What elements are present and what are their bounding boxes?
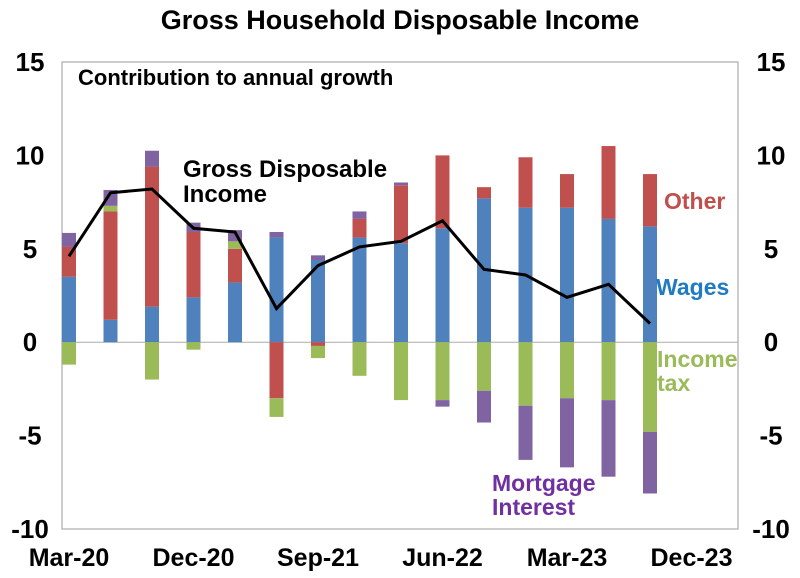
bar-segment-wages bbox=[228, 282, 242, 343]
bar-segment-income-tax bbox=[228, 241, 242, 249]
bar-segment-income-tax bbox=[601, 342, 616, 401]
y-tick-label-left: 10 bbox=[16, 140, 45, 170]
y-tick-label-left: -5 bbox=[18, 421, 41, 451]
bar-segment-income-tax bbox=[103, 205, 118, 212]
bar-segment-mortgage-interest bbox=[228, 230, 242, 242]
bar-segment-wages bbox=[435, 228, 450, 343]
series-label-mortgage-interest: Mortgage Interest bbox=[492, 470, 596, 521]
y-tick-label-right: -10 bbox=[752, 514, 790, 544]
x-tick-label: Jun-22 bbox=[402, 544, 483, 572]
bar-segment-other bbox=[352, 218, 367, 238]
y-tick-label-left: 0 bbox=[23, 327, 37, 357]
series-label-other: Other bbox=[664, 188, 726, 214]
bar-segment-other bbox=[186, 231, 201, 298]
y-tick-label-right: 15 bbox=[757, 47, 786, 77]
chart-annotation: Contribution to annual growth bbox=[78, 65, 394, 90]
bar-segment-other bbox=[518, 157, 533, 208]
bar-segment-wages bbox=[394, 243, 408, 343]
bar-segment-other bbox=[435, 155, 450, 229]
bar-segment-income-tax bbox=[311, 345, 325, 359]
series-label-income-tax: Income tax bbox=[657, 346, 738, 397]
bar-segment-mortgage-interest bbox=[311, 255, 325, 261]
bar-segment-mortgage-interest bbox=[269, 231, 284, 238]
bar-segment-mortgage-interest bbox=[394, 182, 408, 186]
bar-segment-other bbox=[311, 342, 325, 346]
bar-segment-wages bbox=[601, 218, 616, 343]
bar-segment-wages bbox=[269, 237, 284, 343]
bar-segment-income-tax bbox=[352, 342, 367, 376]
y-tick-label-left: 15 bbox=[16, 47, 45, 77]
bar-segment-wages bbox=[186, 297, 201, 343]
bar-segment-mortgage-interest bbox=[560, 398, 574, 468]
bar-segment-wages bbox=[62, 276, 76, 343]
bar-segment-mortgage-interest bbox=[477, 390, 491, 423]
bar-segment-wages bbox=[352, 237, 367, 343]
bar-segment-income-tax bbox=[186, 342, 201, 350]
gross-disposable-income-line bbox=[67, 187, 652, 325]
bar-segment-other bbox=[477, 187, 491, 199]
bar-segment-mortgage-interest bbox=[601, 400, 616, 477]
bar-segment-wages bbox=[643, 226, 657, 343]
bar-segment-other bbox=[269, 342, 284, 399]
bar-segment-mortgage-interest bbox=[145, 150, 159, 167]
bar-segment-mortgage-interest bbox=[518, 405, 533, 460]
bar-segment-wages bbox=[145, 306, 159, 343]
y-tick-label-left: -10 bbox=[11, 514, 49, 544]
bar-segment-income-tax bbox=[643, 342, 657, 432]
bar-segment-mortgage-interest bbox=[62, 232, 76, 247]
bar-segment-income-tax bbox=[62, 342, 76, 365]
y-tick-label-right: 5 bbox=[764, 234, 778, 264]
y-tick-label-right: -5 bbox=[759, 421, 782, 451]
chart-title: Gross Household Disposable Income bbox=[160, 5, 640, 35]
bar-segment-income-tax bbox=[394, 342, 408, 401]
x-tick-label: Dec-23 bbox=[651, 544, 733, 572]
x-tick-label: Mar-20 bbox=[29, 544, 110, 572]
bar-segment-mortgage-interest bbox=[643, 431, 657, 494]
bar-segment-other bbox=[103, 211, 118, 320]
bar-segment-income-tax bbox=[518, 342, 533, 406]
x-tick-label: Dec-20 bbox=[153, 544, 235, 572]
bar-segment-other bbox=[643, 174, 657, 227]
y-tick-label-right: 0 bbox=[764, 327, 778, 357]
bar-segment-wages bbox=[560, 207, 574, 343]
bar-segment-income-tax bbox=[477, 342, 491, 391]
bar-segment-other bbox=[394, 185, 408, 244]
bar-segment-income-tax bbox=[269, 398, 284, 417]
bar-segment-other bbox=[145, 166, 159, 307]
bar-segment-other bbox=[560, 174, 574, 208]
bar-segment-other bbox=[62, 246, 76, 277]
y-tick-label-right: 10 bbox=[757, 140, 786, 170]
bar-segment-wages bbox=[311, 260, 325, 343]
x-tick-label: Sep-21 bbox=[277, 544, 359, 572]
bar-segment-other bbox=[228, 248, 242, 283]
bar-segment-wages bbox=[103, 319, 118, 343]
bar-segment-income-tax bbox=[435, 342, 450, 401]
line-series-label: Gross Disposable Income bbox=[183, 156, 388, 209]
bar-segment-income-tax bbox=[560, 342, 574, 399]
x-tick-label: Mar-23 bbox=[527, 544, 608, 572]
bar-segment-other bbox=[601, 146, 616, 219]
bar-segment-mortgage-interest bbox=[435, 400, 450, 407]
y-tick-label-left: 5 bbox=[23, 234, 37, 264]
series-label-wages: Wages bbox=[656, 274, 730, 300]
bar-segment-income-tax bbox=[145, 342, 159, 380]
bar-segment-mortgage-interest bbox=[352, 211, 367, 219]
